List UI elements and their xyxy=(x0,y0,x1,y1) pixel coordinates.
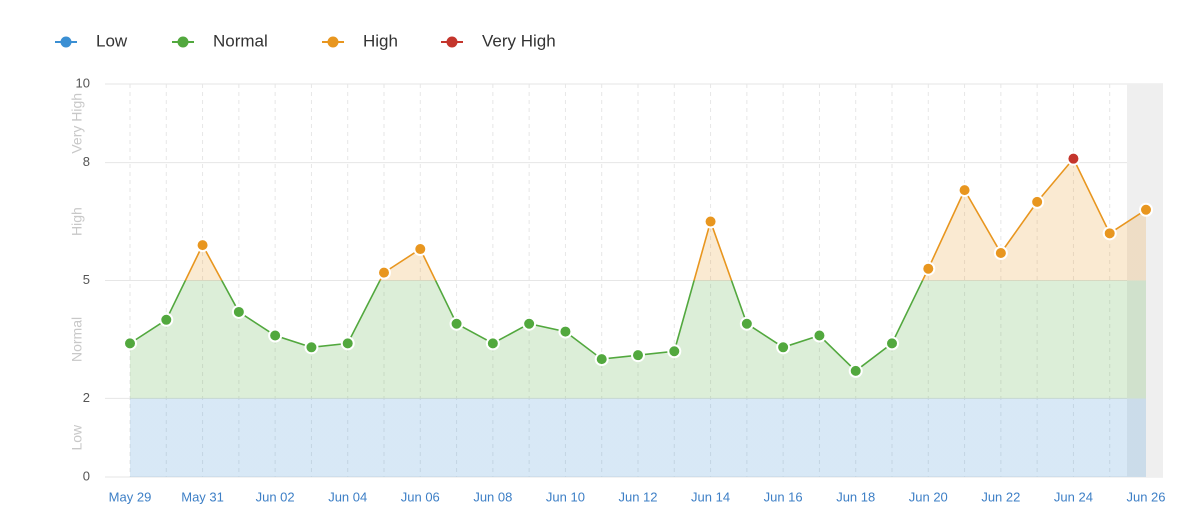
x-tick-label: Jun 26 xyxy=(1126,489,1165,504)
data-point xyxy=(812,328,827,343)
data-point xyxy=(159,312,174,327)
legend-label: Normal xyxy=(213,31,268,50)
x-tick-label: Jun 12 xyxy=(618,489,657,504)
data-point xyxy=(522,316,537,331)
data-point xyxy=(594,352,609,367)
band-label: Very High xyxy=(69,93,85,154)
x-tick-label: May 29 xyxy=(109,489,152,504)
legend-label: Low xyxy=(96,31,128,50)
data-point xyxy=(377,265,391,280)
legend-marker xyxy=(177,36,189,48)
area xyxy=(130,158,1146,478)
data-point xyxy=(231,304,246,319)
data-point xyxy=(558,324,573,339)
legend-marker xyxy=(327,36,339,48)
data-point xyxy=(1030,194,1045,209)
x-tick-label: Jun 22 xyxy=(981,489,1020,504)
data-point xyxy=(703,214,718,229)
data-point xyxy=(413,242,428,257)
x-tick-label: Jun 04 xyxy=(328,489,367,504)
legend-marker xyxy=(60,36,72,48)
data-point xyxy=(1066,151,1081,166)
band-label: High xyxy=(69,207,85,236)
data-point xyxy=(957,183,972,198)
legend-label: Very High xyxy=(482,31,556,50)
y-tick-label: 8 xyxy=(83,154,90,169)
x-tick-label: May 31 xyxy=(181,489,224,504)
data-point xyxy=(1102,226,1117,241)
data-point xyxy=(1139,202,1153,217)
x-tick-label: Jun 20 xyxy=(909,489,948,504)
data-point xyxy=(123,336,137,351)
y-tick-label: 2 xyxy=(83,390,90,405)
data-point xyxy=(485,336,500,351)
y-tick-label: 5 xyxy=(83,272,90,287)
x-tick-label: Jun 16 xyxy=(764,489,803,504)
x-tick-label: Jun 14 xyxy=(691,489,730,504)
data-point xyxy=(268,328,283,343)
x-tick-label: Jun 10 xyxy=(546,489,585,504)
legend-marker xyxy=(446,36,458,48)
x-tick-label: Jun 24 xyxy=(1054,489,1093,504)
y-tick-label: 0 xyxy=(83,468,90,483)
data-point xyxy=(776,340,791,355)
x-tick-label: Jun 06 xyxy=(401,489,440,504)
legend-label: High xyxy=(363,31,398,50)
data-point xyxy=(921,261,936,276)
data-point xyxy=(631,348,645,363)
band-label: Normal xyxy=(69,317,85,362)
data-point xyxy=(667,344,682,359)
band-label: Low xyxy=(69,424,85,451)
data-point xyxy=(885,336,899,351)
data-point xyxy=(340,336,355,351)
data-point xyxy=(848,363,863,378)
y-tick-label: 10 xyxy=(76,75,90,90)
x-tick-label: Jun 18 xyxy=(836,489,875,504)
x-tick-label: Jun 08 xyxy=(473,489,512,504)
data-point xyxy=(195,238,210,253)
x-tick-label: Jun 02 xyxy=(256,489,295,504)
data-point xyxy=(739,316,754,331)
data-point xyxy=(993,245,1008,260)
data-point xyxy=(449,316,464,331)
data-point xyxy=(304,340,319,355)
